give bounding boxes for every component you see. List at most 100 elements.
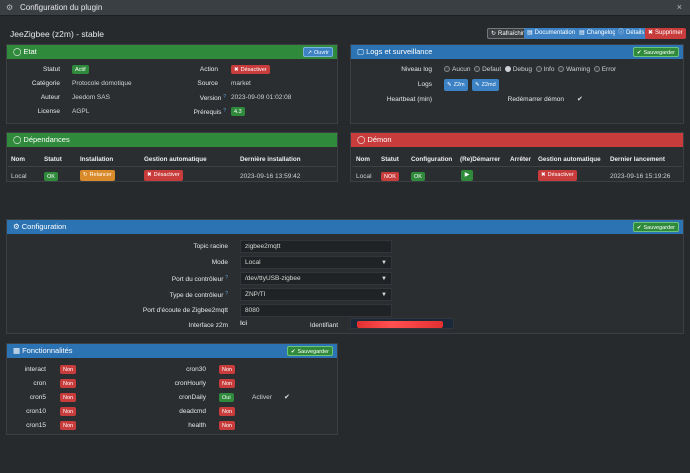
demon-col-arreter: Arrêter [510,156,531,163]
statut-badge: Actif [72,65,89,74]
close-icon: ✖ [234,67,239,73]
fonc-right-name: cronDaily [178,394,206,401]
config-save-button[interactable]: ✔ Sauvegarder [632,222,679,232]
fonc-left-name: cron [33,380,46,387]
dep-statut-badge: OK [44,172,58,181]
refresh-icon: ↻ [491,31,497,37]
dep-desactiver-button[interactable]: ✖ Désactiver [144,170,183,181]
dependances-header: ◯ Dépendances [7,133,337,147]
activer-crondaily-checkbox[interactable]: ✔ [284,394,290,401]
port-select[interactable]: /dev/ttyUSB-zigbee ▼ [240,272,392,285]
refresh-button[interactable]: ↻ Rafraîchir [487,28,529,39]
start-daemon-button[interactable]: ▶ [461,170,473,181]
plugin-title: JeeZigbee (z2m) - stable [10,29,105,39]
wrench-icon: ⚙ [13,222,20,231]
help-icon: ? [225,291,228,297]
check-circle-icon: ✔ [636,225,642,231]
identifiant-input[interactable] [350,318,454,329]
file-icon: ▢ [357,47,365,56]
dep-col-statut: Statut [44,156,62,163]
help-icon: ? [225,275,228,281]
type-select[interactable]: ZNP/TI ▼ [240,288,392,301]
fonc-left-badge: Non [60,407,77,416]
fonc-right-badge: Non [219,407,236,416]
fonctionnalites-header: ▦ Fonctionnalités ✔ Sauvegarder [7,344,337,358]
log-z2md-button[interactable]: ✎ Z2md [472,79,499,91]
fonc-right-badge: Non [219,379,236,388]
fonc-right-badge: Non [219,365,236,374]
version-label: Version ? [199,94,226,102]
mode-label: Mode [211,259,228,266]
radio-debug[interactable]: Debug [504,66,532,73]
help-icon: ? [223,94,226,100]
relancer-button[interactable]: ↻ Relancer [80,170,115,181]
list-icon: ▤ [579,30,585,36]
categorie-label: Catégorie [31,80,60,87]
etat-panel: ◯ Etat ↗ Ouvrir [6,44,338,124]
refresh-icon: ↻ [83,172,88,178]
restart-daemon-checkbox[interactable]: ✔ [577,96,583,103]
check-circle-icon: ✔ [290,349,296,355]
fonc-left-badge: Non [60,393,77,402]
fonc-left-badge: Non [60,365,77,374]
mode-select[interactable]: Local ▼ [240,256,392,269]
topic-label: Topic racine [193,243,228,250]
activer-label: Activer [252,394,272,401]
desactiver-plugin-button[interactable]: ✖ Désactiver [231,65,270,74]
radio-warning[interactable]: Warning [558,66,590,73]
info-icon: ⓘ [618,30,625,36]
book-icon: ▤ [527,30,533,36]
check-circle-icon: ✔ [636,50,642,56]
heartbeat-label: Heartbeat (min) [386,96,432,103]
radio-error[interactable]: Error [593,66,616,73]
auteur-label: Auteur [40,94,60,101]
pencil-icon: ✎ [447,82,452,88]
circle-icon: ◯ [357,135,366,144]
play-icon: ▶ [464,172,470,178]
topic-input[interactable]: zigbee2mqtt [240,240,392,253]
delete-button[interactable]: ✖ Supprimer [645,28,686,39]
license-value: AGPL [72,108,90,115]
logs-save-button[interactable]: ✔ Sauvegarder [632,47,679,57]
fonc-left-name: interact [24,366,46,373]
radio-aucun[interactable]: Aucun [444,66,470,73]
fonc-save-button[interactable]: ✔ Sauvegarder [286,346,333,356]
license-label: License [37,108,60,115]
logs-header: ▢ Logs et surveillance ✔ Sauvegarder [351,45,683,59]
documentation-button[interactable]: ▤ Documentation [524,28,579,39]
redacted-mark [357,321,443,328]
log-z2m-button[interactable]: ✎ Z2m [444,79,468,91]
demon-desactiver-button[interactable]: ✖ Désactiver [538,170,577,181]
ecoute-input[interactable]: 8080 [240,304,392,317]
dep-col-installation: Installation [80,156,114,163]
version-value: 2023-09-09 01:02:08 [231,94,292,101]
radio-info[interactable]: Info [535,66,554,73]
interface-value: Ici [240,320,248,327]
details-button[interactable]: ⓘ Détails [615,28,648,39]
trash-icon: ✖ [648,30,654,36]
demon-row-divider [352,166,682,167]
changelog-button[interactable]: ▤ Changelog [576,28,619,39]
open-button[interactable]: ↗ Ouvrir [303,47,333,57]
close-icon: ✖ [147,172,152,178]
type-label: Type de contrôleur ? [169,291,228,299]
source-label: Source [197,80,218,87]
demon-col-dernier: Dernier lancement [610,156,665,163]
grid-icon: ▦ [13,346,21,355]
close-icon[interactable]: × [676,2,682,12]
ecoute-label: Port d'écoute de Zigbee2mqtt [142,307,228,314]
demon-col-configuration: Configuration [411,156,453,163]
circle-icon: ◯ [13,135,22,144]
dep-nom: Local [11,173,27,180]
external-link-icon: ↗ [307,50,313,56]
demon-statut-badge: NOK [381,172,399,181]
fonc-left-badge: Non [60,421,77,430]
chevron-down-icon: ▼ [381,276,387,282]
prerequis-badge: 4.3 [231,107,245,116]
fonc-left-name: cron10 [26,408,46,415]
circle-icon: ◯ [13,47,22,56]
demon-dernier-value: 2023-09-16 15:19:26 [610,173,671,180]
chevron-down-icon: ▼ [381,260,387,266]
radio-defaut[interactable]: Defaut [474,66,501,73]
fonc-right-name: cronHourly [174,380,206,387]
